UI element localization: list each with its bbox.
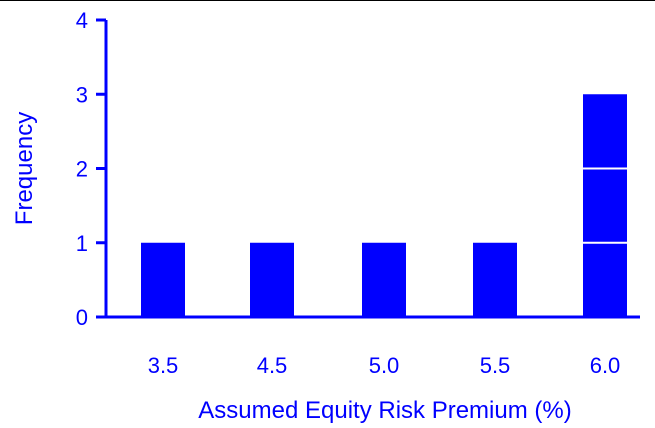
bar-5-5 (473, 242, 517, 317)
x-axis-title: Assumed Equity Risk Premium (%) (198, 397, 571, 424)
y-tick-label: 3 (76, 82, 88, 107)
x-tick-label: 5.5 (480, 353, 511, 378)
y-tick-label: 2 (76, 157, 88, 182)
x-tick-label: 5.0 (369, 353, 400, 378)
x-ticks-group: 3.5 4.5 5.0 5.5 6.0 (148, 353, 621, 378)
bar-3-5 (141, 242, 185, 317)
y-tick-label: 1 (76, 231, 88, 256)
x-tick-label: 6.0 (590, 353, 621, 378)
x-tick-label: 3.5 (148, 353, 179, 378)
y-tick-label: 0 (76, 305, 88, 330)
y-ticks-group: 0 1 2 3 4 (76, 8, 106, 330)
x-tick-label: 4.5 (257, 353, 288, 378)
bars-group (141, 94, 627, 317)
y-tick-label: 4 (76, 8, 88, 33)
bar-4-5 (250, 242, 294, 317)
y-axis-title: Frequency (11, 112, 38, 225)
bar-6-0 (583, 94, 627, 317)
bar-5-0 (362, 242, 406, 317)
top-border-line (0, 0, 655, 1)
